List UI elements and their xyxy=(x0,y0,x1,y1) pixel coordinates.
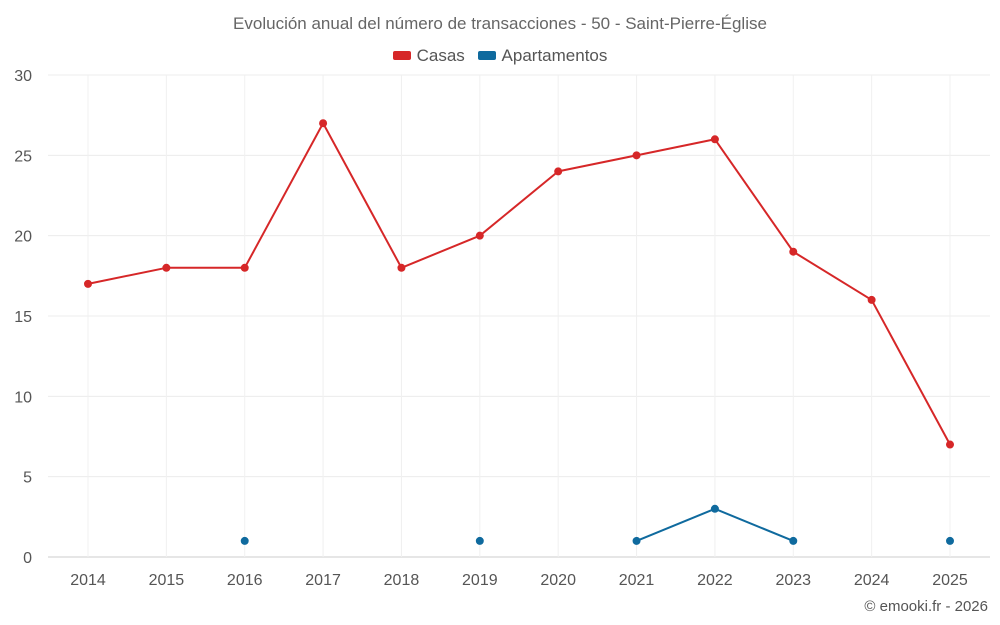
series-line-casas xyxy=(401,234,481,269)
series-line-apartamentos xyxy=(714,507,794,542)
data-point-casas xyxy=(710,135,719,144)
legend-item-casas[interactable]: Casas xyxy=(392,45,465,66)
x-tick-label: 2025 xyxy=(932,572,968,589)
data-point-apartamentos xyxy=(710,504,719,513)
series-line-casas xyxy=(479,170,559,237)
x-tick-label: 2019 xyxy=(462,572,498,589)
series-line-casas xyxy=(870,299,951,446)
series-line-casas xyxy=(714,138,795,253)
data-point-casas xyxy=(867,295,876,304)
x-tick-label: 2017 xyxy=(305,572,341,589)
series-line-casas xyxy=(243,122,324,269)
series-line-casas xyxy=(87,266,167,285)
data-point-casas xyxy=(84,279,92,288)
data-point-apartamentos xyxy=(632,536,641,545)
series-line-casas xyxy=(557,154,637,173)
y-tick-label: 15 xyxy=(14,309,32,326)
x-tick-label: 2018 xyxy=(384,572,420,589)
data-point-apartamentos xyxy=(475,536,484,545)
legend-item-apartamentos[interactable]: Apartamentos xyxy=(477,45,608,66)
data-point-casas xyxy=(319,119,328,128)
series-line-casas xyxy=(636,138,716,157)
data-point-casas xyxy=(789,247,798,256)
legend-swatch-casas xyxy=(392,51,411,60)
legend-label-apartamentos: Apartamentos xyxy=(501,45,608,65)
x-tick-label: 2022 xyxy=(697,572,733,589)
x-tick-label: 2014 xyxy=(70,572,106,589)
y-tick-label: 5 xyxy=(23,470,32,487)
chart-title: Evolución anual del número de transaccio… xyxy=(233,14,767,33)
legend-swatch-apartamentos xyxy=(477,51,496,60)
data-point-casas xyxy=(632,151,641,160)
x-tick-label: 2020 xyxy=(540,572,576,589)
data-point-casas xyxy=(554,167,563,176)
data-point-casas xyxy=(162,263,171,272)
data-point-casas xyxy=(397,263,406,272)
y-tick-label: 30 xyxy=(14,68,32,85)
data-point-casas xyxy=(240,263,249,272)
y-tick-label: 25 xyxy=(14,148,32,165)
y-tick-label: 10 xyxy=(14,389,32,406)
x-tick-label: 2023 xyxy=(775,572,811,589)
y-tick-label: 0 xyxy=(23,550,32,567)
series-line-apartamentos xyxy=(636,507,716,542)
data-point-casas xyxy=(946,440,954,449)
x-tick-label: 2021 xyxy=(619,572,655,589)
data-point-casas xyxy=(475,231,484,240)
x-tick-label: 2016 xyxy=(227,572,263,589)
series-line-casas xyxy=(322,122,403,269)
legend: Casas Apartamentos xyxy=(0,45,1000,66)
series-line-casas xyxy=(792,250,873,301)
data-point-apartamentos xyxy=(240,536,249,545)
y-tick-label: 20 xyxy=(14,229,32,246)
data-point-apartamentos xyxy=(946,536,954,545)
legend-label-casas: Casas xyxy=(416,45,465,65)
x-tick-label: 2024 xyxy=(854,572,890,589)
data-point-apartamentos xyxy=(789,536,798,545)
x-tick-label: 2015 xyxy=(149,572,185,589)
credit-text: © emooki.fr - 2026 xyxy=(864,598,988,615)
